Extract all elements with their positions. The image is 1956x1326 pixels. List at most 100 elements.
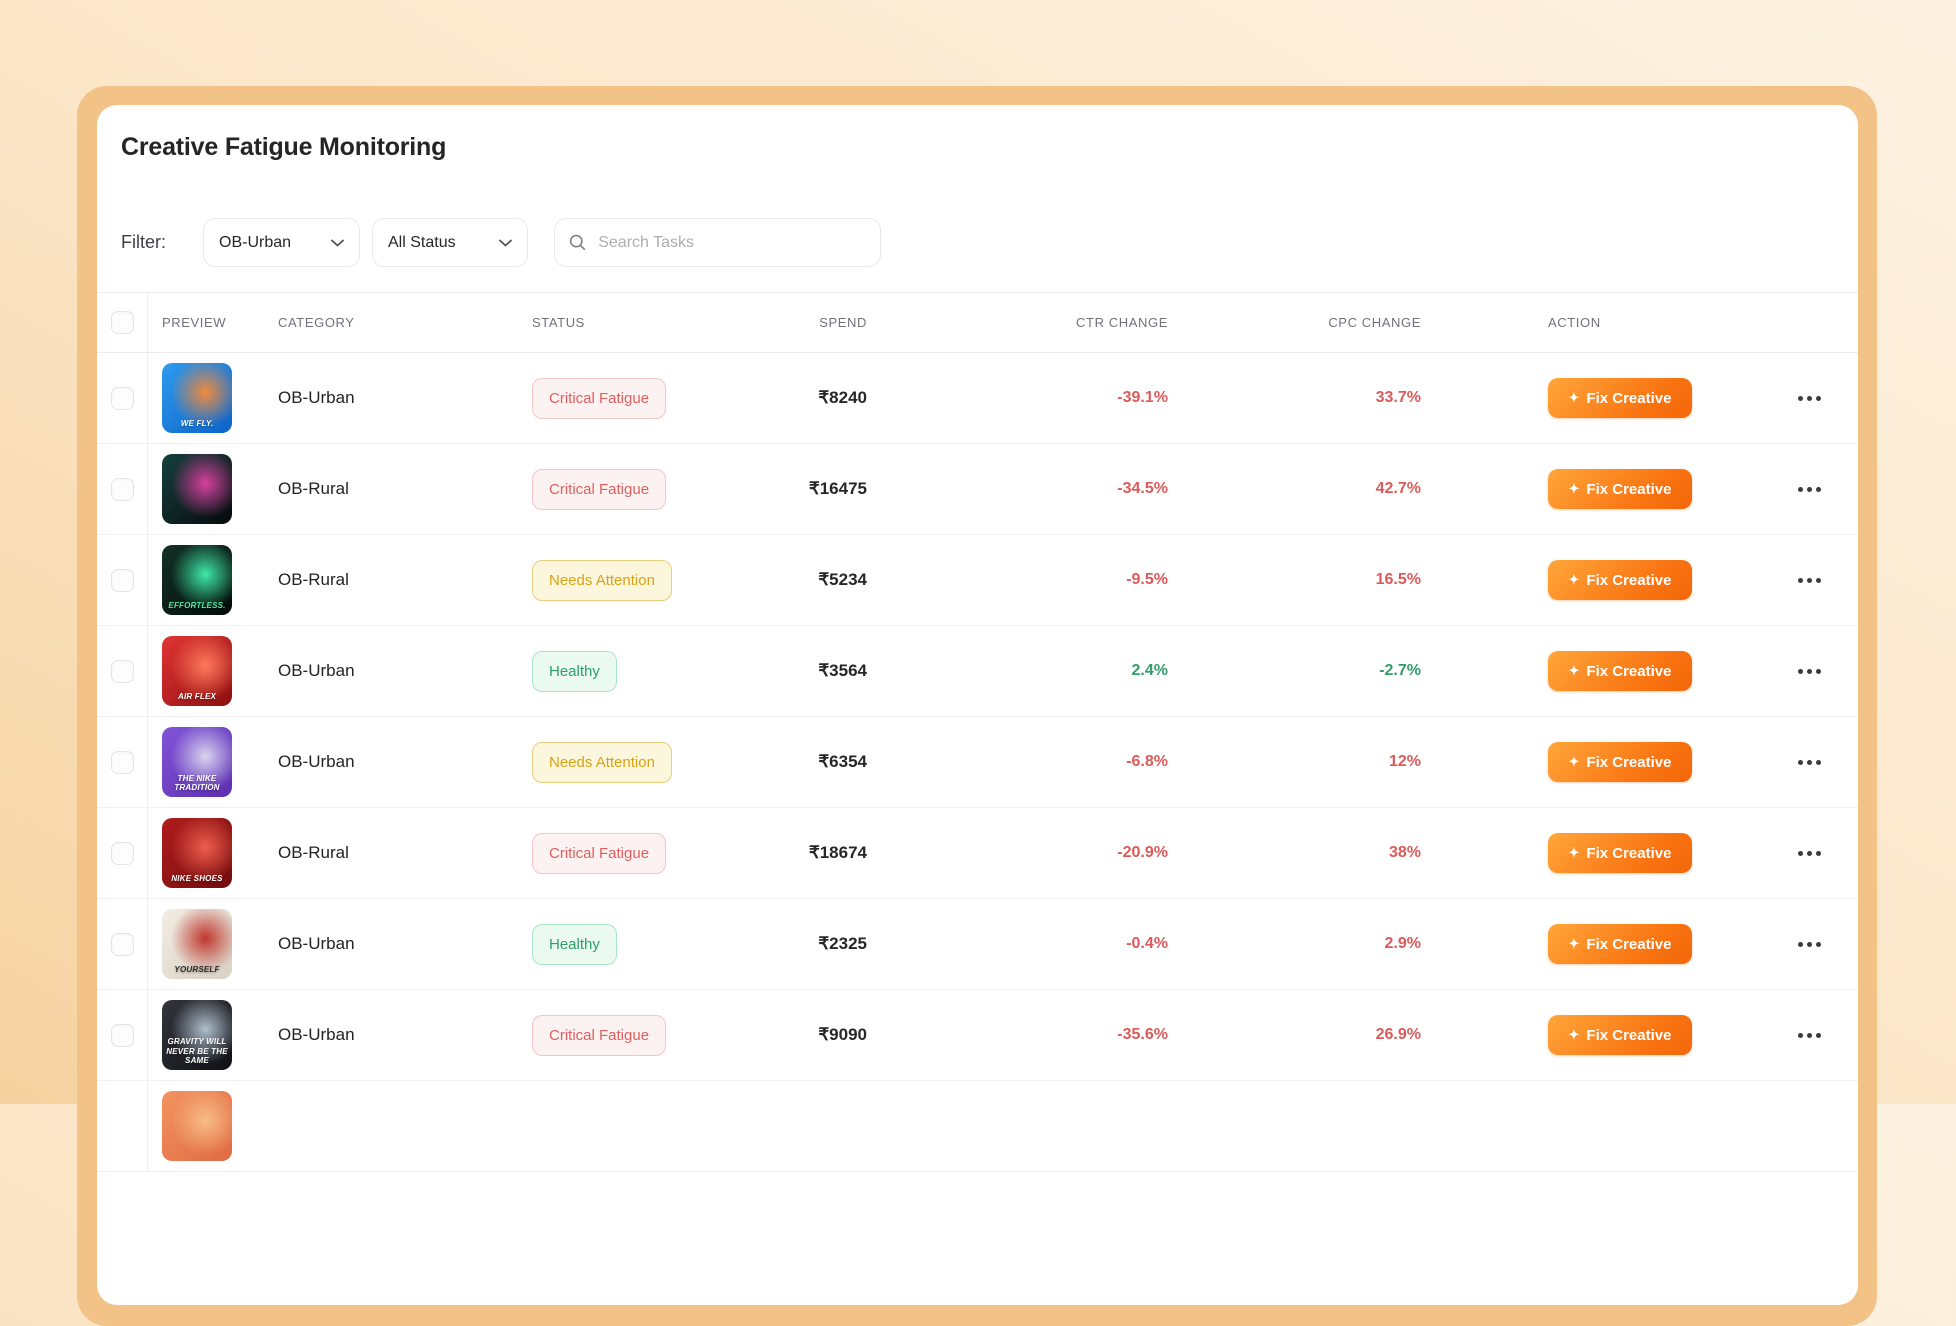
table-row: OB-Rural Critical Fatigue ₹16475 -34.5% … xyxy=(97,444,1858,535)
row-checkbox[interactable] xyxy=(110,568,134,592)
table-row-partial: ✦ xyxy=(97,1081,1858,1172)
more-options-icon[interactable] xyxy=(1796,1027,1823,1044)
more-options-icon[interactable] xyxy=(1796,663,1823,680)
sparkle-icon: ✦ xyxy=(1568,572,1580,587)
spend-cell: ₹6354 xyxy=(818,752,867,771)
status-badge: Healthy xyxy=(532,923,617,965)
creative-preview-image[interactable] xyxy=(162,1091,232,1161)
status-badge: Critical Fatigue xyxy=(532,1014,667,1056)
spend-cell: ₹8240 xyxy=(818,388,867,407)
status-badge: Needs Attention xyxy=(532,559,672,601)
row-checkbox[interactable] xyxy=(110,386,134,410)
table-row: WE FLY. OB-Urban Critical Fatigue ₹8240 … xyxy=(97,353,1858,444)
column-header-spend: SPEND xyxy=(819,315,867,330)
fix-creative-label: Fix Creative xyxy=(1586,753,1672,771)
status-badge: Needs Attention xyxy=(532,741,672,783)
creative-preview-image[interactable]: AIR FLEX xyxy=(162,636,232,706)
ctr-change-value: -34.5% xyxy=(1117,480,1168,497)
sparkle-icon: ✦ xyxy=(1568,390,1580,405)
category-cell: OB-Urban xyxy=(278,661,355,680)
fix-creative-button[interactable]: ✦ Fix Creative xyxy=(1548,833,1692,873)
row-checkbox[interactable] xyxy=(110,932,134,956)
fix-creative-button[interactable]: ✦ Fix Creative xyxy=(1548,469,1692,509)
spend-cell: ₹5234 xyxy=(818,570,867,589)
filter-label: Filter: xyxy=(121,232,166,252)
creative-preview-image[interactable]: NIKE SHOES xyxy=(162,818,232,888)
more-options-icon[interactable] xyxy=(1796,481,1823,498)
category-cell: OB-Urban xyxy=(278,1025,355,1044)
card-frame: Creative Fatigue Monitoring Filter: OB-U… xyxy=(77,86,1877,1326)
category-cell: OB-Urban xyxy=(278,934,355,953)
fix-creative-button[interactable]: ✦ Fix Creative xyxy=(1548,1015,1692,1055)
category-filter-dropdown[interactable]: OB-Urban xyxy=(203,218,360,267)
search-icon xyxy=(569,234,586,251)
more-options-icon[interactable] xyxy=(1796,754,1823,771)
category-cell: OB-Rural xyxy=(278,843,349,862)
fix-creative-label: Fix Creative xyxy=(1586,662,1672,680)
row-checkbox[interactable] xyxy=(110,1023,134,1047)
table-row: YOURSELF OB-Urban Healthy ₹2325 -0.4% 2.… xyxy=(97,899,1858,990)
creative-preview-label: NIKE SHOES xyxy=(171,873,223,883)
fix-creative-button[interactable]: ✦ Fix Creative xyxy=(1548,560,1692,600)
cpc-change-value: -2.7% xyxy=(1379,662,1421,679)
status-filter-value: All Status xyxy=(388,233,456,251)
search-input[interactable] xyxy=(596,232,866,253)
row-checkbox[interactable] xyxy=(110,841,134,865)
page-title: Creative Fatigue Monitoring xyxy=(121,133,447,161)
more-options-icon[interactable] xyxy=(1796,845,1823,862)
ctr-change-value: 2.4% xyxy=(1131,662,1168,679)
creative-preview-image[interactable] xyxy=(162,454,232,524)
more-options-icon[interactable] xyxy=(1796,936,1823,953)
spend-cell: ₹2325 xyxy=(818,934,867,953)
fix-creative-button[interactable]: ✦ Fix Creative xyxy=(1548,742,1692,782)
creative-preview-image[interactable]: THE NIKE TRADITION xyxy=(162,727,232,797)
table-row: THE NIKE TRADITION OB-Urban Needs Attent… xyxy=(97,717,1858,808)
cpc-change-value: 2.9% xyxy=(1384,935,1421,952)
column-header-category: CATEGORY xyxy=(278,315,355,330)
cpc-change-value: 33.7% xyxy=(1375,389,1421,406)
cpc-change-value: 12% xyxy=(1388,753,1421,770)
row-checkbox[interactable] xyxy=(110,750,134,774)
status-badge: Critical Fatigue xyxy=(532,832,667,874)
creative-preview-image[interactable]: GRAVITY WILL NEVER BE THE SAME xyxy=(162,1000,232,1070)
column-header-cpc-change: CPC CHANGE xyxy=(1328,315,1421,330)
spend-cell: ₹3564 xyxy=(818,661,867,680)
status-badge: Critical Fatigue xyxy=(532,377,667,419)
table-row: GRAVITY WILL NEVER BE THE SAME OB-Urban … xyxy=(97,990,1858,1081)
column-header-preview: PREVIEW xyxy=(162,315,227,330)
status-filter-dropdown[interactable]: All Status xyxy=(372,218,528,267)
creative-fatigue-card: Creative Fatigue Monitoring Filter: OB-U… xyxy=(97,105,1858,1305)
cpc-change-value: 38% xyxy=(1388,844,1421,861)
category-filter-value: OB-Urban xyxy=(219,233,292,251)
column-header-action: ACTION xyxy=(1548,315,1601,330)
fix-creative-label: Fix Creative xyxy=(1586,389,1672,407)
select-all-checkbox[interactable] xyxy=(110,311,134,334)
table-body: WE FLY. OB-Urban Critical Fatigue ₹8240 … xyxy=(97,353,1858,1172)
sparkle-icon: ✦ xyxy=(1568,754,1580,769)
table-header-row: PREVIEW CATEGORY STATUS SPEND CTR CHANGE… xyxy=(97,293,1858,353)
search-box xyxy=(554,218,881,267)
creative-preview-image[interactable]: YOURSELF xyxy=(162,909,232,979)
ctr-change-value: -9.5% xyxy=(1126,571,1168,588)
spend-cell: ₹18674 xyxy=(808,843,867,862)
creative-preview-image[interactable]: WE FLY. xyxy=(162,363,232,433)
fix-creative-button[interactable]: ✦ Fix Creative xyxy=(1548,924,1692,964)
more-options-icon[interactable] xyxy=(1796,572,1823,589)
fix-creative-button[interactable]: ✦ Fix Creative xyxy=(1548,378,1692,418)
row-checkbox[interactable] xyxy=(110,659,134,683)
category-cell: OB-Urban xyxy=(278,388,355,407)
fix-creative-label: Fix Creative xyxy=(1586,480,1672,498)
cpc-change-value: 42.7% xyxy=(1375,480,1421,497)
status-badge: Critical Fatigue xyxy=(532,468,667,510)
creative-preview-label: EFFORTLESS. xyxy=(168,600,226,610)
table-row: NIKE SHOES OB-Rural Critical Fatigue ₹18… xyxy=(97,808,1858,899)
fix-creative-label: Fix Creative xyxy=(1586,1026,1672,1044)
fix-creative-label: Fix Creative xyxy=(1586,571,1672,589)
creative-preview-image[interactable]: EFFORTLESS. xyxy=(162,545,232,615)
more-options-icon[interactable] xyxy=(1796,390,1823,407)
table-row: EFFORTLESS. OB-Rural Needs Attention ₹52… xyxy=(97,535,1858,626)
row-checkbox[interactable] xyxy=(110,477,134,501)
spend-cell: ₹9090 xyxy=(818,1025,867,1044)
fix-creative-button[interactable]: ✦ Fix Creative xyxy=(1548,651,1692,691)
table-row: AIR FLEX OB-Urban Healthy ₹3564 2.4% -2.… xyxy=(97,626,1858,717)
